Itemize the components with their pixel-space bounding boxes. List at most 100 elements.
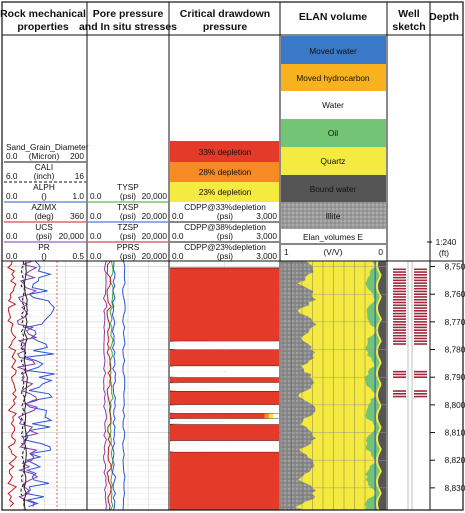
cddp-legend: 33% depletion 28% depletion 23% depletio… (170, 141, 279, 202)
curve-unit: (deg) (34, 211, 54, 221)
legend-swatch-28 (170, 162, 279, 182)
elan-illite-pattern (281, 261, 317, 510)
rock-title-2: properties (17, 21, 69, 33)
pprs-curve (102, 260, 108, 511)
curve-name: CDPP@38%depletion (184, 222, 266, 232)
curve-max: 20,000 (142, 211, 168, 221)
curve-max: 360 (70, 211, 84, 221)
cdpp-gap (170, 404, 279, 414)
curve-unit: (psi) (120, 231, 136, 241)
curve-max: 0.5 (72, 251, 84, 261)
elan-swatch-moved-hydrocarbon (281, 64, 386, 91)
curve-name: PPRS (117, 242, 140, 252)
curve-unit: () (41, 251, 47, 261)
curve-unit: (inch) (34, 171, 55, 181)
curve-min: 0.0 (90, 251, 102, 261)
elan-swatch-water (281, 91, 386, 119)
well-sketch-body (393, 261, 427, 510)
curve-max: 1.0 (72, 191, 84, 201)
depth-tick-label: 8,780 (445, 345, 465, 355)
elan-swatch-illite-pattern (281, 202, 386, 229)
cdpp-gap (170, 366, 279, 378)
tzsp-curve (106, 260, 112, 511)
curve-unit: (psi) (120, 191, 136, 201)
elan-legend-label: Illite (326, 211, 341, 221)
curve-name: TYSP (117, 182, 139, 192)
elan-right: 0 (378, 247, 383, 257)
elan-title: ELAN volume (299, 11, 367, 23)
cddp-title-1: Critical drawdown (180, 8, 270, 20)
depth-tick-label: 8,790 (445, 372, 465, 382)
curve-min: 0.0 (172, 231, 184, 241)
elan-legend: Moved water Moved hydrocarbon Water Oil … (281, 36, 386, 229)
txsp-curve (111, 260, 117, 511)
curve-unit: (psi) (36, 231, 52, 241)
rock-title-1: Rock mechanical (0, 8, 86, 20)
depth-tick-label: 8,760 (445, 289, 465, 299)
curve-unit: (psi) (217, 231, 233, 241)
legend-label: 33% depletion (199, 147, 252, 157)
elan-swatch-moved-water (281, 36, 386, 64)
curve-max: 3,000 (256, 211, 277, 221)
depth-title: Depth (429, 11, 459, 23)
elan-legend-label: Water (322, 100, 344, 110)
curve-unit: (psi) (120, 211, 136, 221)
alph-curve (24, 260, 55, 508)
curve-name: CALI (35, 162, 53, 172)
depth-tick-label: 8,820 (445, 455, 465, 465)
cdpp-gap (170, 382, 279, 392)
curve-name: CDPP@23%depletion (184, 242, 266, 252)
curve-min: 0.0 (172, 211, 184, 221)
pore-curve-headers: TYSP 0.0 (psi) 20,000 TXSP 0.0 (psi) 20,… (88, 182, 168, 261)
depth-tick-label: 8,810 (445, 428, 465, 438)
depth-unit: (ft) (439, 248, 449, 258)
curve-unit: () (41, 191, 47, 201)
curve-name: TZSP (117, 222, 139, 232)
curve-name: UCS (35, 222, 53, 232)
cddp-track-body (169, 261, 280, 511)
elan-curve-header: Elan_volumes E 1 (V/V) 0 (281, 232, 386, 257)
elan-bound-water-fill (378, 261, 386, 510)
well-title-2: sketch (392, 21, 425, 33)
rock-track-body (2, 260, 87, 511)
curve-max: 3,000 (256, 251, 277, 261)
elan-swatch-oil (281, 119, 386, 147)
pr-curve (23, 261, 28, 511)
cdpp-gap (170, 418, 279, 425)
curve-name: CDPP@33%depletion (184, 202, 266, 212)
cdpp33-fill (170, 349, 279, 367)
curve-min: 0.0 (6, 251, 18, 261)
curve-min: 0.0 (6, 151, 18, 161)
curve-max: 16 (75, 171, 85, 181)
elan-legend-label: Quartz (321, 156, 346, 166)
depth-tick-label: 8,830 (445, 483, 465, 493)
track-headers: Rock mechanical properties Pore pressure… (0, 8, 459, 33)
well-title-1: Well (398, 8, 419, 20)
elan-left: 1 (284, 247, 289, 257)
curve-name: AZIMX (31, 202, 57, 212)
cdpp33-fill (170, 377, 279, 383)
pore-track-body (87, 260, 169, 511)
cddp-title-2: pressure (203, 21, 248, 33)
curve-min: 0.0 (90, 191, 102, 201)
curve-min: 0.0 (172, 251, 184, 261)
ucs-curve (16, 260, 40, 507)
elan-legend-label: Moved hydrocarbon (296, 73, 370, 83)
rock-curve-headers: Sand_Grain_Diameter 0.0 (Micron) 200 CAL… (4, 142, 89, 261)
legend-label: 23% depletion (199, 187, 252, 197)
pore-title-1: Pore pressure (93, 8, 164, 20)
curve-name: ALPH (33, 182, 55, 192)
curve-unit: (psi) (217, 251, 233, 261)
curve-max: 20,000 (59, 231, 85, 241)
depth-tick-label: 8,770 (445, 317, 465, 327)
curve-max: 3,000 (256, 231, 277, 241)
elan-track-body (281, 261, 386, 510)
azimx-curve (7, 260, 18, 508)
curve-min: 0.0 (6, 211, 18, 221)
depth-tick-label: 8,800 (445, 400, 465, 410)
curve-max: 20,000 (142, 251, 168, 261)
cdpp33-fill (170, 413, 265, 419)
cdpp33-fill (170, 391, 279, 405)
